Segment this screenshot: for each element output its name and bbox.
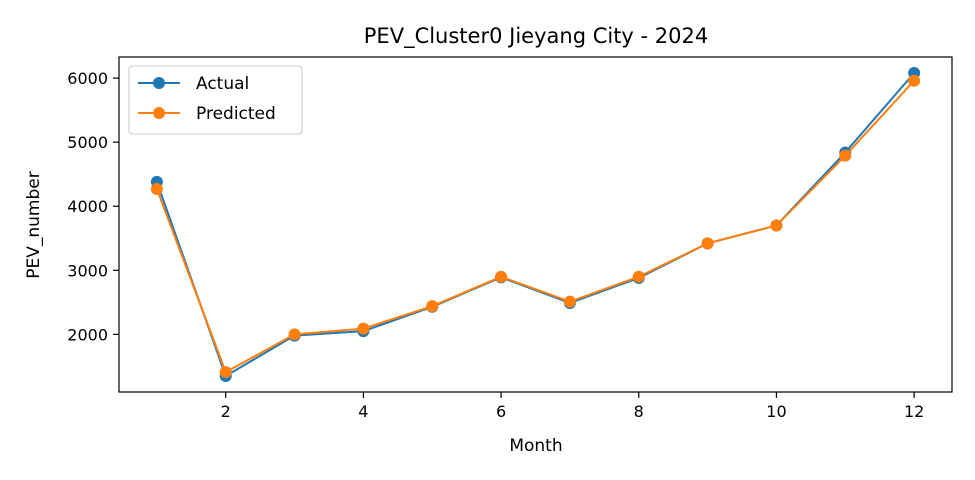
data-point-predicted — [219, 366, 232, 379]
x-tick-label: 2 — [221, 402, 231, 421]
x-tick-label: 6 — [496, 402, 506, 421]
y-axis-label: PEV_number — [24, 171, 44, 278]
data-point-predicted — [288, 328, 301, 341]
y-axis-ticks: 2000 3000 4000 5000 6000 — [67, 69, 119, 344]
legend: Actual Predicted — [128, 65, 303, 135]
plot-area: 2 4 6 8 10 12 2000 3000 4000 5000 6000 — [67, 56, 953, 421]
data-point-predicted — [632, 270, 645, 283]
data-point-predicted — [770, 219, 783, 232]
y-tick-label: 3000 — [67, 261, 108, 280]
data-point-predicted — [495, 270, 508, 283]
data-point-predicted — [357, 322, 370, 335]
x-axis-label: Month — [509, 436, 562, 456]
legend-marker-actual — [153, 77, 165, 89]
data-point-predicted — [426, 300, 439, 313]
legend-label-actual: Actual — [196, 74, 249, 94]
y-tick-label: 2000 — [67, 325, 108, 344]
y-tick-label: 5000 — [67, 133, 108, 152]
x-tick-label: 8 — [634, 402, 644, 421]
legend-item-actual: Actual — [138, 74, 249, 94]
x-axis-ticks: 2 4 6 8 10 12 — [221, 392, 924, 421]
x-tick-label: 10 — [766, 402, 786, 421]
y-tick-label: 4000 — [67, 197, 108, 216]
data-point-predicted — [150, 182, 163, 195]
data-point-predicted — [908, 74, 921, 87]
x-tick-label: 12 — [904, 402, 924, 421]
legend-label-predicted: Predicted — [196, 104, 276, 124]
legend-item-predicted: Predicted — [138, 104, 276, 124]
chart-title: PEV_Cluster0 Jieyang City - 2024 — [364, 24, 708, 49]
data-point-predicted — [839, 149, 852, 162]
data-point-predicted — [563, 295, 576, 308]
series-layer — [150, 67, 921, 382]
legend-marker-predicted — [153, 107, 165, 119]
x-tick-label: 4 — [358, 402, 368, 421]
series-line-predicted — [155, 80, 915, 374]
plot-frame — [118, 56, 953, 393]
data-point-predicted — [701, 237, 714, 250]
y-tick-label: 6000 — [67, 69, 108, 88]
